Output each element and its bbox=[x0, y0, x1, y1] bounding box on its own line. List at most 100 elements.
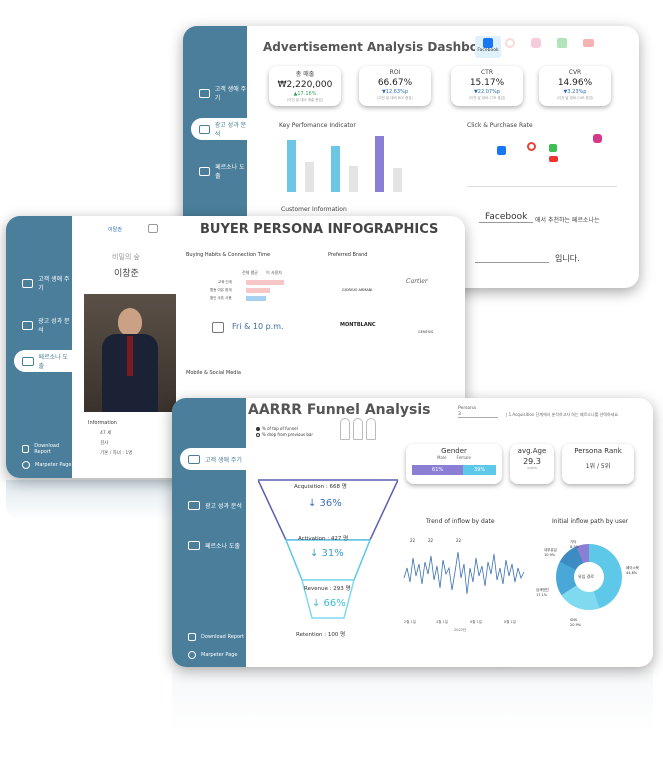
facebook-icon bbox=[483, 38, 493, 48]
youtube-icon bbox=[549, 156, 558, 162]
kpi-label: 총 매출 bbox=[295, 71, 315, 78]
nav-ad-performance[interactable]: 광고 성과 분석 bbox=[14, 314, 72, 336]
users-icon bbox=[22, 278, 34, 288]
radio-drop[interactable]: % drop from previous bar bbox=[256, 432, 313, 437]
rank-title: Persona Rank bbox=[574, 447, 622, 455]
trend-month: 2월 1일 bbox=[404, 620, 417, 624]
kpi-roi: ROI 66.67% ▼12.63%p (이전 달 대비 ROI 증감) bbox=[359, 66, 431, 106]
buying-title: Buying Habits & Connection Time bbox=[186, 252, 271, 258]
chat-icon bbox=[199, 166, 211, 176]
trend-peak: 22 bbox=[410, 538, 416, 543]
funnel-pct: ↓ 66% bbox=[312, 598, 346, 609]
persona-dropdown[interactable]: 3 bbox=[458, 412, 498, 418]
monitor-icon bbox=[199, 124, 210, 134]
trend-line bbox=[403, 551, 525, 595]
funnel-pct: ↓ 31% bbox=[310, 548, 344, 559]
globe-icon bbox=[188, 651, 196, 659]
donut-label: 기타 6.3% bbox=[570, 540, 579, 550]
nav-ad-performance[interactable]: 광고 성과 분석 bbox=[191, 118, 247, 140]
kpi-sub: (이전 달 대비 CVR 증감) bbox=[556, 96, 594, 100]
kpi-bar bbox=[375, 136, 384, 192]
trend-peak: 22 bbox=[456, 538, 462, 543]
legend-male: Male bbox=[437, 455, 447, 460]
share-icon[interactable] bbox=[148, 224, 158, 233]
trend-month: 8월 1일 bbox=[504, 620, 517, 624]
customer-info-title: Customer Information bbox=[281, 206, 347, 213]
nav-label: 광고 성과 분석 bbox=[214, 122, 247, 138]
nav-label: Download Report bbox=[201, 634, 245, 640]
donut-hole bbox=[574, 562, 604, 592]
nav-label: 고객 생애 주기 bbox=[38, 276, 70, 292]
radio-label: % drop from previous bar bbox=[262, 432, 314, 437]
nav-customer-lifecycle[interactable]: 고객 생애 주기 bbox=[180, 448, 246, 470]
nav-customer-lifecycle[interactable]: 고객 생애 주기 bbox=[191, 82, 247, 104]
kpi-bar bbox=[393, 168, 402, 192]
kpi-total-sales: 총 매출 ₩2,220,000 ▲17.16% (이전 달 대비 매출 증감) bbox=[269, 66, 341, 106]
marpeter-page-link[interactable]: Marpeter Page bbox=[14, 454, 72, 476]
chat-icon bbox=[22, 356, 34, 366]
brand-genesis: GENESIS bbox=[418, 330, 434, 334]
click-scatter bbox=[467, 132, 617, 187]
kpi-bar bbox=[305, 162, 314, 192]
age-value: 29.3 bbox=[523, 457, 541, 466]
google-icon bbox=[527, 142, 536, 151]
monitor-icon bbox=[22, 320, 34, 330]
people-icon bbox=[340, 418, 380, 440]
kpi-chart-title: Key Perfomance Indicator bbox=[279, 122, 356, 129]
age-box: avg.Age 29.3 years bbox=[510, 444, 554, 484]
rank-box: Persona Rank 1위 / 5위 bbox=[562, 444, 634, 484]
kpi-sub: (이전 달 대비 ROI 증감) bbox=[377, 96, 413, 100]
donut-label: 검색엔진 17.1% bbox=[536, 588, 549, 598]
nav-customer-lifecycle[interactable]: 고객 생애 주기 bbox=[14, 272, 72, 294]
donut-label: 내부유입 10.9% bbox=[544, 548, 557, 558]
slice-name: 기타 bbox=[570, 540, 577, 544]
buy-row-label: 할인 쿠폰 사용 bbox=[210, 296, 232, 300]
card-reflection bbox=[172, 670, 653, 730]
persona-hint: | 1.Acquisition 단계에서 분석하고자 하는 페르소나를 선택하세… bbox=[506, 412, 620, 417]
kpi-bar bbox=[331, 146, 340, 192]
funnel-stage bbox=[301, 579, 355, 619]
slice-name: 페이스북 bbox=[626, 566, 639, 570]
trend-month: 4월 1일 bbox=[436, 620, 449, 624]
person-tie bbox=[127, 336, 133, 376]
legend-female: Female bbox=[456, 455, 471, 460]
tab-youtube[interactable] bbox=[583, 39, 594, 47]
tab-google[interactable] bbox=[505, 38, 515, 48]
slice-name: SNS bbox=[570, 618, 578, 622]
nav-persona[interactable]: 페르소나 도출 bbox=[180, 534, 246, 556]
gender-box: Gender Male Female 61% 39% bbox=[406, 444, 502, 484]
nav-ad-performance[interactable]: 광고 성과 분석 bbox=[180, 494, 246, 516]
marpeter-page-link[interactable]: Marpeter Page bbox=[180, 644, 246, 666]
persona-photo bbox=[84, 294, 176, 412]
brand-cartier: Cartier bbox=[406, 278, 428, 285]
kpi-sub: (이전 달 대비 CTR 증감) bbox=[468, 96, 506, 100]
slice-value: 44.8% bbox=[626, 571, 638, 575]
kpi-ctr: CTR 15.17% ▼22.07%p (이전 달 대비 CTR 증감) bbox=[451, 66, 523, 106]
nav-label: 광고 성과 분석 bbox=[38, 318, 70, 334]
radio-top-funnel[interactable]: % of top of funnel bbox=[256, 426, 298, 431]
kpi-label: CTR bbox=[480, 69, 494, 76]
sidebar: 고객 생애 주기 광고 성과 분석 페르소나 도출 Download Repor… bbox=[6, 216, 72, 478]
nav-label: 고객 생애 주기 bbox=[205, 456, 242, 464]
legend-user: 이 사용자 bbox=[266, 270, 282, 275]
persona-result-line bbox=[475, 262, 549, 263]
tab-naver[interactable] bbox=[557, 38, 567, 48]
info-row: 검사 bbox=[100, 441, 109, 446]
persona-select[interactable]: Facebook bbox=[479, 212, 534, 223]
nav-persona[interactable]: 페르소나 도출 bbox=[191, 160, 247, 182]
brand-montblanc: MONTBLANC bbox=[340, 322, 376, 328]
kpi-change: ▼3.23%p bbox=[563, 89, 587, 95]
kpi-change: ▼22.07%p bbox=[473, 89, 501, 95]
tab-facebook[interactable]: Facebook bbox=[475, 36, 501, 58]
brand-armani: GIORGIO ARMANI bbox=[342, 288, 373, 292]
download-report-link[interactable]: Download Report bbox=[14, 438, 72, 460]
download-report-link[interactable]: Download Report bbox=[180, 626, 246, 648]
slice-name: 내부유입 bbox=[544, 548, 557, 552]
nav-persona[interactable]: 페르소나 도출 bbox=[14, 350, 72, 372]
kpi-value: 14.96% bbox=[557, 78, 593, 88]
download-icon bbox=[22, 445, 30, 453]
top-link[interactable]: 이탈권 bbox=[108, 227, 122, 233]
tab-instagram[interactable] bbox=[531, 38, 541, 48]
trend-line-chart bbox=[403, 551, 525, 595]
gender-legend: Male Female bbox=[406, 455, 502, 460]
